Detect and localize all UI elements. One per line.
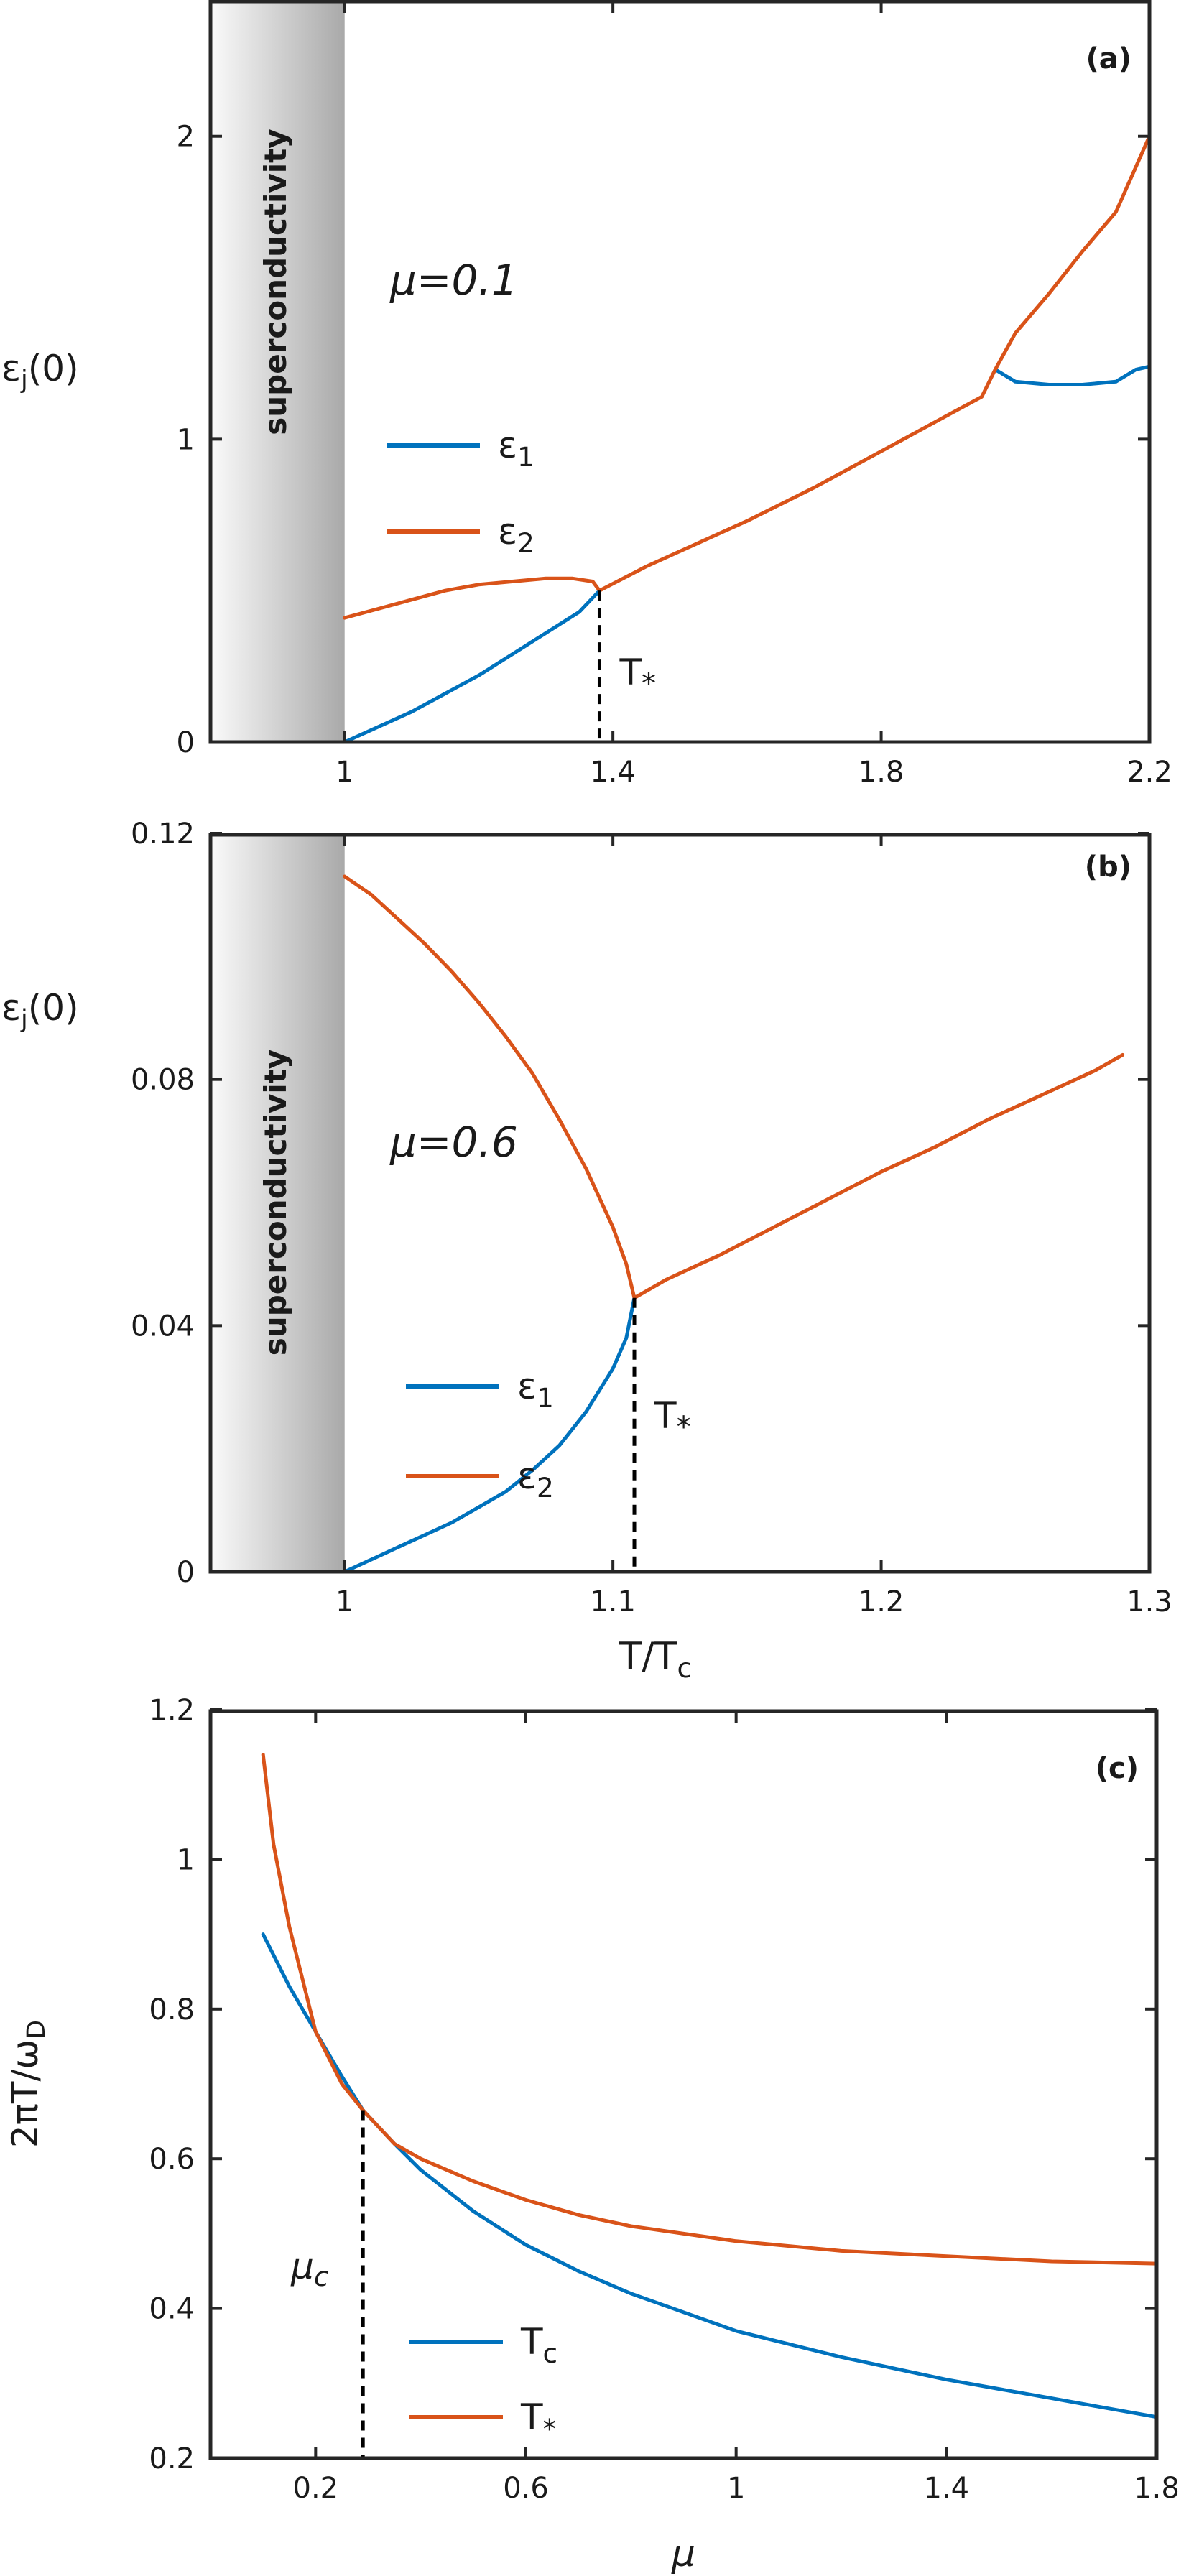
x-tick-label: 1 bbox=[727, 2472, 745, 2505]
y-tick-label: 0.6 bbox=[149, 2143, 195, 2176]
marker-label: T* bbox=[619, 652, 656, 700]
axes-frame bbox=[208, 0, 1152, 744]
region-label: superconductivity bbox=[258, 1050, 293, 1356]
x-tick-label: 1 bbox=[335, 756, 353, 789]
x-tick-label: 1.8 bbox=[859, 756, 904, 789]
y-tick-label: 2 bbox=[177, 121, 195, 154]
y-tick-label: 0.12 bbox=[131, 817, 195, 851]
x-tick-label: 2.2 bbox=[1126, 756, 1172, 789]
superconductivity-region bbox=[210, 833, 345, 1572]
y-axis-label: εj(0) bbox=[1, 987, 79, 1034]
x-tick-label: 1.1 bbox=[590, 1585, 636, 1618]
panel-b: superconductivity T* μ=0.6 (b) ε1 ε2 1 1.1 1.2 1.… bbox=[1, 817, 1172, 1684]
region-label: superconductivity bbox=[258, 129, 293, 435]
x-tick-label: 0.6 bbox=[503, 2472, 549, 2505]
y-tick-label: 0.2 bbox=[149, 2442, 195, 2475]
y-axis-label: εj(0) bbox=[1, 348, 79, 394]
x-tick-label: 1 bbox=[335, 1585, 353, 1618]
y-tick-label: 0.04 bbox=[131, 1310, 195, 1343]
legend-label-eps2: ε2 bbox=[517, 1455, 554, 1504]
x-tick-label: 1.2 bbox=[859, 1585, 904, 1618]
series-line-eps1-2 bbox=[993, 364, 1152, 386]
legend-label-eps2: ε2 bbox=[498, 511, 534, 559]
superconductivity-region bbox=[210, 0, 345, 742]
series-line-tstar bbox=[261, 1753, 1159, 2266]
x-axis-label: μ bbox=[671, 2532, 695, 2575]
marker-label: T* bbox=[654, 1395, 691, 1444]
y-tick-label: 0 bbox=[177, 726, 195, 759]
legend-label-tstar: T* bbox=[520, 2396, 556, 2445]
marker-label: μc bbox=[290, 2246, 329, 2292]
y-tick-label: 1.2 bbox=[149, 1694, 195, 1727]
y-tick-label: 0.4 bbox=[149, 2293, 195, 2326]
series-line-eps2 bbox=[343, 874, 1125, 1300]
axes-frame bbox=[208, 1709, 1159, 2460]
mu-annotation: μ=0.6 bbox=[389, 1118, 518, 1167]
panel-c: μc (c) Tc T* 0.2 0.6 1 1.4 1.8 0.2 0.4 0.6 0.8 1 1.2 2π… bbox=[4, 1694, 1180, 2575]
panel-label: (a) bbox=[1086, 42, 1131, 75]
x-tick-label: 0.2 bbox=[293, 2472, 339, 2505]
y-tick-label: 1 bbox=[177, 423, 195, 456]
y-tick-label: 1 bbox=[177, 1843, 195, 1876]
legend-label-tc: Tc bbox=[520, 2321, 557, 2369]
panel-label: (c) bbox=[1096, 1752, 1139, 1785]
x-tick-label: 1.3 bbox=[1126, 1585, 1172, 1618]
series-line-eps1-1 bbox=[343, 588, 601, 744]
y-tick-label: 0.08 bbox=[131, 1064, 195, 1097]
y-axis-label: 2πT/ωD bbox=[4, 2020, 51, 2148]
series-line-tc bbox=[261, 1932, 1159, 2419]
x-tick-label: 1.4 bbox=[590, 756, 636, 789]
axes-frame bbox=[208, 833, 1152, 1574]
panel-a: superconductivity T* μ=0.1 (a) ε1 ε2 1 1.4 1.8 2.… bbox=[1, 0, 1172, 789]
legend-label-eps1: ε1 bbox=[517, 1366, 554, 1414]
series-line-eps2 bbox=[343, 134, 1152, 620]
x-tick-label: 1.4 bbox=[924, 2472, 970, 2505]
y-tick-label: 0.8 bbox=[149, 1993, 195, 2026]
x-axis-label: T/Tc bbox=[619, 1635, 693, 1684]
series-line-eps1 bbox=[343, 1296, 637, 1574]
mu-annotation: μ=0.1 bbox=[389, 256, 518, 305]
legend-label-eps1: ε1 bbox=[498, 425, 534, 473]
y-tick-label: 0 bbox=[177, 1556, 195, 1589]
x-tick-label: 1.8 bbox=[1134, 2472, 1180, 2505]
panel-label: (b) bbox=[1085, 851, 1131, 884]
